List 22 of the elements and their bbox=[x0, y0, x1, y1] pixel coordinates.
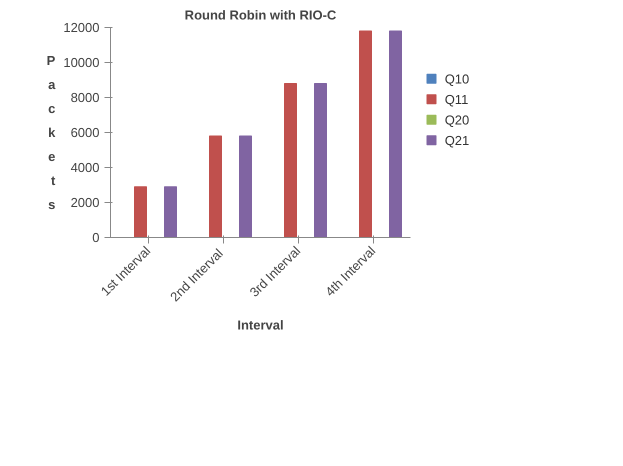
y-tick-label: 12000 bbox=[63, 20, 100, 35]
bar bbox=[284, 83, 297, 238]
bar bbox=[389, 30, 402, 238]
y-tick-label: 10000 bbox=[63, 55, 100, 70]
y-tick-label: 6000 bbox=[70, 125, 100, 140]
bar bbox=[164, 186, 177, 238]
legend-label: Q11 bbox=[444, 92, 468, 107]
bar bbox=[239, 136, 252, 238]
y-tick-label: 4000 bbox=[70, 160, 100, 175]
bar bbox=[359, 30, 372, 238]
bar bbox=[134, 186, 147, 238]
y-tick-label: 8000 bbox=[70, 90, 100, 105]
chart-title: Round Robin with RIO-C bbox=[184, 8, 337, 22]
legend-label: Q20 bbox=[444, 112, 470, 128]
bar bbox=[314, 83, 327, 238]
x-axis-title: Interval bbox=[237, 318, 284, 333]
legend-label: Q10 bbox=[444, 71, 470, 86]
legend-label: Q21 bbox=[444, 132, 470, 148]
bar bbox=[209, 136, 222, 238]
y-tick-label: 0 bbox=[92, 230, 100, 245]
y-axis-title: Packets bbox=[46, 53, 56, 212]
y-tick-label: 2000 bbox=[70, 195, 100, 210]
